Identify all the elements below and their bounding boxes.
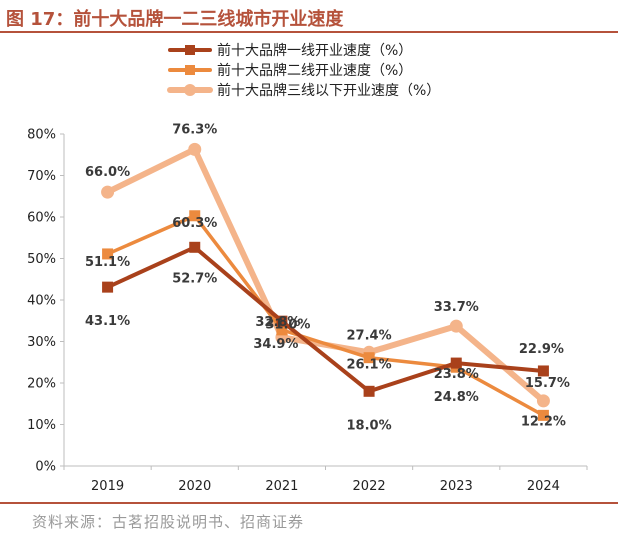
data-point xyxy=(188,142,202,156)
data-label: 23.8% xyxy=(434,367,479,382)
data-point xyxy=(363,352,375,364)
y-tick-label: 70% xyxy=(27,169,56,184)
chart-data-labels: 43.1% 52.7% 34.9% 18.0% 24.8% 22.9% 51.1% 60.3%… xyxy=(85,122,570,433)
data-point xyxy=(450,357,462,369)
data-point xyxy=(102,248,114,260)
figure-title: 图 17：前十大品牌一二三线城市开业速度 xyxy=(6,9,344,30)
data-point xyxy=(189,210,201,222)
y-tick-label: 10% xyxy=(27,418,56,433)
figure-header: 图 17：前十大品牌一二三线城市开业速度 xyxy=(0,0,618,33)
data-label: 27.4% xyxy=(347,328,392,343)
data-point xyxy=(189,241,201,253)
data-label: 31.0% xyxy=(265,317,310,332)
data-label: 32.8% xyxy=(255,315,300,330)
y-tick-label: 60% xyxy=(27,211,56,226)
data-point xyxy=(102,281,114,293)
data-label: 24.8% xyxy=(434,390,479,405)
legend-label: 前十大品牌三线以下开业速度（%） xyxy=(217,82,440,99)
x-tick-label: 2024 xyxy=(527,479,560,494)
data-label: 43.1% xyxy=(85,314,130,329)
legend-label: 前十大品牌二线开业速度（%） xyxy=(217,62,412,79)
y-tick-label: 50% xyxy=(27,252,56,267)
data-label: 76.3% xyxy=(172,122,217,137)
data-label: 52.7% xyxy=(172,271,217,286)
source-footer: 资料来源：古茗招股说明书、招商证券 xyxy=(0,502,618,535)
y-tick-label: 80% xyxy=(27,128,56,143)
legend-swatch-marker xyxy=(185,45,195,55)
data-point xyxy=(276,324,288,336)
data-label: 12.2% xyxy=(521,414,566,429)
source-note: 资料来源：古茗招股说明书、招商证券 xyxy=(32,513,305,531)
legend-swatch-marker xyxy=(184,84,196,96)
chart-legend: 前十大品牌一线开业速度（%） 前十大品牌二线开业速度（%） 前十大品牌三线以下开业速… xyxy=(167,42,440,99)
data-point xyxy=(537,409,549,421)
x-tick-label: 2023 xyxy=(440,479,473,494)
series-line xyxy=(105,245,546,394)
line-chart: 前十大品牌一线开业速度（%） 前十大品牌二线开业速度（%） 前十大品牌三线以下开业速… xyxy=(27,42,588,494)
x-tick-label: 2019 xyxy=(91,479,124,494)
data-label: 66.0% xyxy=(85,165,130,180)
data-point xyxy=(449,319,463,333)
data-point xyxy=(537,365,549,377)
data-label: 34.9% xyxy=(253,337,298,352)
data-point xyxy=(536,394,550,408)
data-label: 18.0% xyxy=(347,418,392,433)
y-tick-label: 40% xyxy=(27,294,56,309)
data-label: 60.3% xyxy=(172,216,217,231)
y-tick-label: 30% xyxy=(27,335,56,350)
data-label: 51.1% xyxy=(85,255,130,270)
x-tick-label: 2022 xyxy=(353,479,386,494)
data-label: 15.7% xyxy=(525,376,570,391)
x-tick-label: 2021 xyxy=(265,479,298,494)
data-point xyxy=(101,185,115,199)
data-label: 22.9% xyxy=(519,342,564,357)
data-label: 33.7% xyxy=(434,300,479,315)
data-label: 26.1% xyxy=(347,358,392,373)
chart-series xyxy=(101,142,550,421)
data-point xyxy=(276,315,288,327)
data-point xyxy=(363,385,375,397)
legend-label: 前十大品牌一线开业速度（%） xyxy=(217,42,412,59)
y-tick-label: 0% xyxy=(35,460,56,475)
x-tick-label: 2020 xyxy=(178,479,211,494)
y-tick-label: 20% xyxy=(27,377,56,392)
chart-axes: 0% 10% 20% 30% 40% 50% 60% 70% 80% 2019 2020 2021 20… xyxy=(27,128,588,494)
series-line xyxy=(105,214,546,418)
legend-swatch-marker xyxy=(185,65,195,75)
